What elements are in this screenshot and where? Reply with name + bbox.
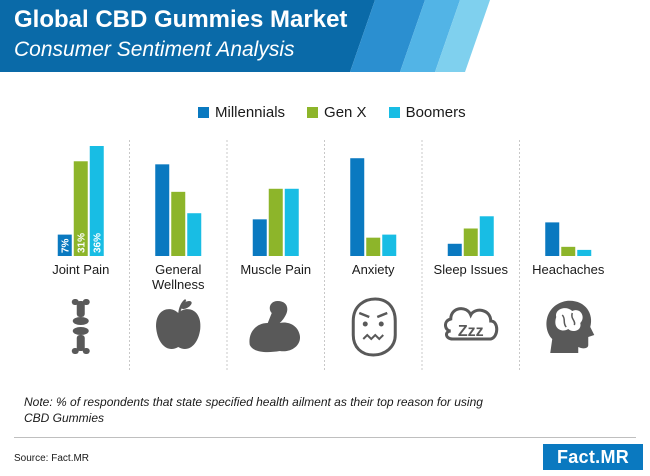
page-subtitle: Consumer Sentiment Analysis — [14, 38, 295, 61]
legend-item-gen-x: Gen X — [307, 104, 367, 121]
legend-label-boomers: Boomers — [405, 104, 466, 121]
category-label-muscle-pain: Muscle Pain — [240, 262, 311, 277]
bar-anxiety-boomers — [382, 234, 397, 256]
banner-stripe-2 — [400, 0, 460, 72]
page-title: Global CBD Gummies Market — [14, 6, 348, 33]
legend-label-gen-x: Gen X — [324, 104, 367, 121]
footnote: Note: % of respondents that state specif… — [24, 395, 483, 425]
category-label-general-wellness: Wellness — [152, 277, 205, 292]
anxious-face-icon — [351, 297, 397, 357]
head-brain-icon — [546, 300, 595, 353]
legend-label-millennials: Millennials — [215, 104, 286, 121]
bar-general-wellness-gen-x — [171, 191, 186, 256]
bar-sleep-issues-millennials — [447, 243, 462, 256]
bar-heachaches-boomers — [577, 249, 592, 256]
apple-icon — [156, 299, 201, 349]
legend-swatch-gen-x — [307, 107, 319, 118]
chart-legend: Millennials Gen X Boomers — [198, 104, 466, 121]
bar-joint-pain-millennials — [57, 234, 72, 256]
bar-heachaches-millennials — [545, 222, 560, 256]
data-label-joint-pain-boomers: 36% — [92, 233, 103, 253]
svg-text:Zzz: Zzz — [458, 323, 484, 340]
data-label-joint-pain-gen-x: 31% — [76, 233, 87, 253]
bar-muscle-pain-millennials — [252, 219, 267, 256]
category-label-anxiety: Anxiety — [352, 262, 395, 277]
bar-sleep-issues-gen-x — [463, 228, 478, 256]
legend-item-millennials: Millennials — [198, 104, 285, 121]
category-label-heachaches: Heachaches — [532, 262, 605, 277]
legend-swatch-boomers — [388, 107, 400, 118]
legend-swatch-millennials — [198, 107, 209, 118]
legend-item-boomers: Boomers — [388, 104, 466, 121]
bar-joint-pain-boomers — [89, 146, 104, 256]
data-label-joint-pain-millennials: 7% — [60, 238, 71, 253]
bar-anxiety-millennials — [350, 158, 365, 256]
bar-heachaches-gen-x — [561, 246, 576, 256]
title-banner — [0, 0, 490, 72]
bar-muscle-pain-boomers — [284, 188, 299, 256]
category-label-general-wellness: General — [155, 262, 201, 277]
bone-joint-icon — [71, 299, 90, 354]
bar-sleep-issues-boomers — [479, 216, 494, 256]
category-label-joint-pain: Joint Pain — [52, 262, 109, 277]
banner-dark-band — [0, 0, 375, 72]
bar-joint-pain-gen-x — [73, 161, 88, 256]
sleep-zzz-icon: Zzz — [444, 307, 499, 341]
source-text: Source: Fact.MR — [14, 453, 90, 464]
bar-general-wellness-millennials — [155, 164, 170, 256]
bar-general-wellness-boomers — [187, 213, 202, 256]
category-label-sleep-issues: Sleep Issues — [434, 262, 509, 277]
footer-divider — [14, 437, 636, 438]
factmr-logo: Fact.MR — [543, 444, 643, 470]
bar-anxiety-gen-x — [366, 237, 381, 256]
flexed-arm-icon — [249, 301, 301, 353]
bar-muscle-pain-gen-x — [268, 188, 283, 256]
banner-stripe-3 — [435, 0, 490, 72]
